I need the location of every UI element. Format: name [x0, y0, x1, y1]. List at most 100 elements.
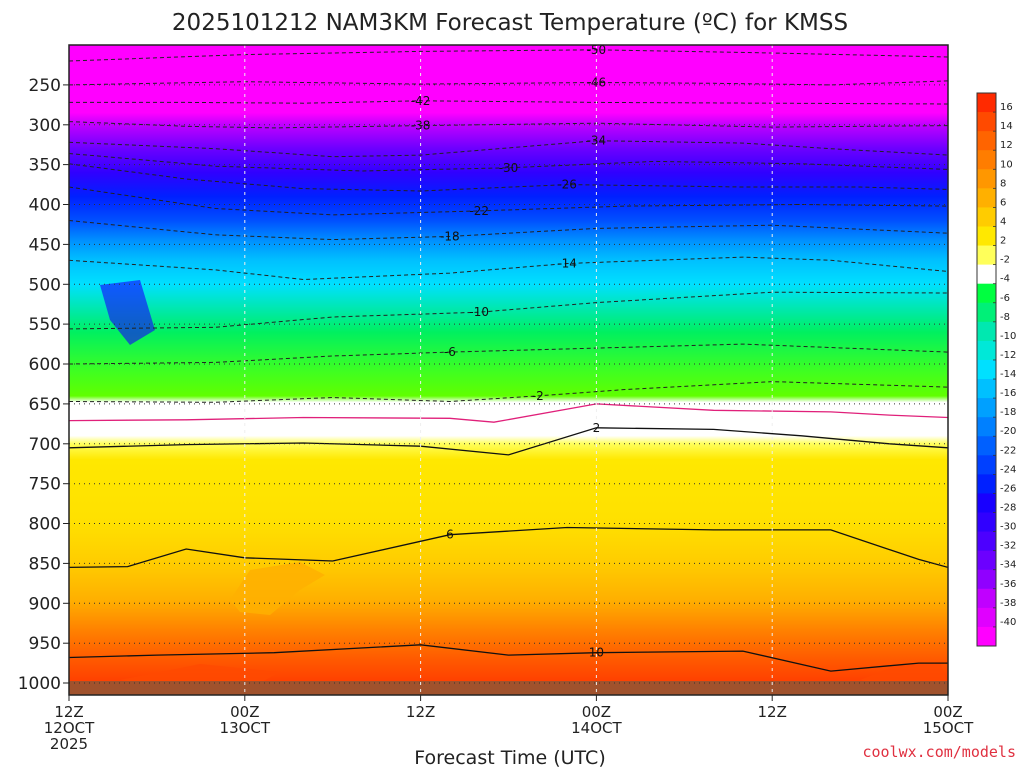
isotherm--46 [69, 80, 948, 86]
colorbar-label: 4 [1000, 216, 1006, 227]
isotherm-label: -46 [587, 76, 607, 90]
x-tick-label: 00Z [582, 703, 611, 721]
y-tick-label: 350 [29, 156, 61, 176]
colorbar-label: 10 [1000, 159, 1013, 170]
warm-cell [120, 664, 280, 684]
isotherm--30 [69, 153, 948, 172]
isotherm-label: -30 [499, 161, 519, 175]
colorbar-band [977, 207, 996, 227]
colorbar-band [977, 359, 996, 380]
isotherm-label: 2 [593, 421, 601, 435]
y-tick-label: 450 [29, 235, 61, 255]
y-tick-label: 900 [29, 594, 61, 614]
colorbar-label: -34 [1000, 560, 1016, 571]
colorbar-label: 2 [1000, 236, 1006, 247]
y-tick-label: 950 [29, 634, 61, 654]
colorbar-band [977, 112, 996, 132]
isotherm--22 [69, 186, 948, 216]
colorbar-band [977, 93, 996, 113]
x-tick-label: 12Z [54, 703, 83, 721]
grid-lines [69, 45, 948, 695]
colorbar-label: -38 [1000, 598, 1016, 609]
y-tick-label: 550 [29, 315, 61, 335]
colorbar-band [977, 569, 996, 590]
colorbar-label: -24 [1000, 464, 1016, 475]
credit-text: coolwx.com/models [862, 743, 1016, 761]
isotherm--2 [69, 381, 948, 403]
colorbar-band [977, 607, 996, 628]
isotherm-label: -42 [411, 94, 431, 108]
colorbar-label: -18 [1000, 407, 1016, 418]
y-tick-label: 700 [29, 435, 61, 455]
colorbar-band [977, 340, 996, 361]
colorbar-band [977, 264, 996, 285]
colorbar-band [977, 150, 996, 170]
chart-title: 2025101212 NAM3KM Forecast Temperature (… [172, 10, 848, 36]
colorbar-label: -32 [1000, 541, 1016, 552]
isotherm--26 [69, 163, 948, 192]
x-tick-label: 12Z [406, 703, 435, 721]
colorbar-band [977, 131, 996, 151]
colorbar-band [977, 531, 996, 552]
colorbar-band [977, 588, 996, 609]
colorbar-label: -22 [1000, 445, 1016, 456]
colorbar-label: -4 [1000, 274, 1010, 285]
isotherm-label: -38 [411, 119, 431, 133]
y-tick-label: 500 [29, 275, 61, 295]
y-tick-label: 850 [29, 554, 61, 574]
x-tick-label: 00Z [230, 703, 259, 721]
x-tick-label: 14OCT [571, 719, 622, 737]
colorbar-band [977, 379, 996, 399]
isotherm-10 [69, 644, 948, 672]
isotherm-label: -26 [557, 178, 577, 192]
ground [69, 681, 948, 695]
isotherm-label: -14 [557, 257, 577, 271]
colorbar-band [977, 321, 996, 342]
isotherm-label: -6 [444, 345, 456, 359]
warm-cell [230, 562, 325, 615]
colorbar-band [977, 512, 996, 532]
colorbar-band [977, 283, 996, 304]
x-tick-label: 2025 [50, 735, 88, 753]
x-tick-label: 00Z [933, 703, 962, 721]
y-tick-label: 1000 [18, 674, 61, 694]
isotherm--6 [69, 343, 948, 365]
y-tick-label: 750 [29, 475, 61, 495]
isotherm--14 [69, 256, 948, 281]
x-tick-label: 12OCT [44, 719, 95, 737]
x-axis-label: Forecast Time (UTC) [414, 747, 605, 768]
colorbar-label: -20 [1000, 426, 1016, 437]
colorbar-band [977, 626, 996, 647]
colorbar-band [977, 550, 996, 571]
y-tick-label: 600 [29, 355, 61, 375]
colorbar-label: -30 [1000, 522, 1016, 533]
cold-cell [100, 280, 155, 345]
isotherm--18 [69, 220, 948, 241]
colorbar-band [977, 302, 996, 323]
contour-labels: -50-46-42-38-34-30-26-22-18-14-10-6-2261… [411, 43, 607, 660]
y-tick-label: 800 [29, 515, 61, 535]
colorbar-label: -28 [1000, 503, 1016, 514]
colorbar-label: 6 [1000, 197, 1006, 208]
isotherm-label: -34 [587, 134, 607, 148]
colorbar-label: -12 [1000, 350, 1016, 361]
colorbar-band [977, 455, 996, 475]
colorbar-label: -36 [1000, 579, 1016, 590]
y-tick-label: 300 [29, 116, 61, 136]
isotherm-6 [69, 526, 948, 569]
colorbar-label: 12 [1000, 140, 1013, 151]
colorbar-band [977, 436, 996, 456]
y-tick-label: 250 [29, 76, 61, 96]
colorbar-label: -6 [1000, 293, 1010, 304]
colorbar-band [977, 474, 996, 494]
temperature-field [69, 45, 948, 695]
colorbar-label: 8 [1000, 178, 1006, 189]
colorbar-band [977, 398, 996, 418]
colorbar-label: -8 [1000, 312, 1010, 323]
y-tick-label: 400 [29, 196, 61, 216]
colorbar-band [977, 493, 996, 513]
colorbar-band [977, 169, 996, 189]
colorbar-band [977, 417, 996, 437]
